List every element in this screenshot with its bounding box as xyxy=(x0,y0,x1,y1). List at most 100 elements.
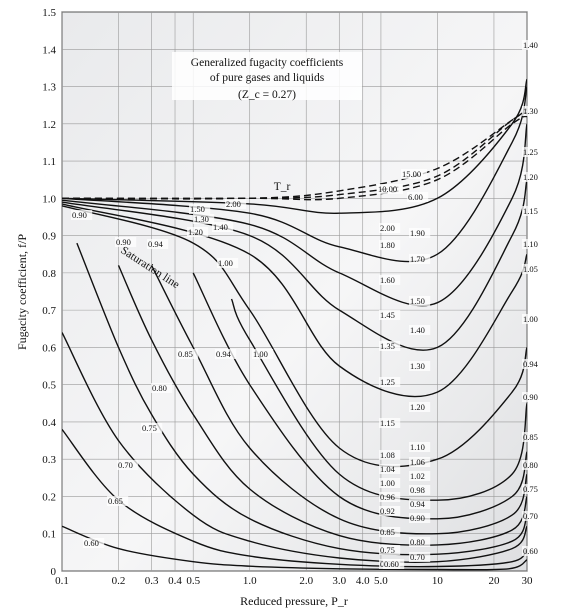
top-curve-label-bg xyxy=(377,184,403,194)
mid-curve-label: 1.90 xyxy=(410,228,425,238)
left-curve-label-bg xyxy=(212,222,234,232)
y-tick-label: 1.4 xyxy=(42,44,56,56)
mid-curve-label: 0.94 xyxy=(410,499,426,509)
right-curve-label: 1.20 xyxy=(523,172,538,182)
right-curve-label: 0.80 xyxy=(523,460,538,470)
right-curve-label-bg xyxy=(522,172,544,182)
left-curve-label-bg xyxy=(383,559,405,569)
x-tick-label: 3.0 xyxy=(332,575,346,587)
mid-curve-label: 0.80 xyxy=(410,537,425,547)
series-line-0-85 xyxy=(150,265,527,535)
left-curve-label: 0.60 xyxy=(84,538,99,548)
right-curve-label: 1.00 xyxy=(523,314,538,324)
right-curve-label: 0.60 xyxy=(523,546,538,556)
mid-curve-label: 1.00 xyxy=(380,478,395,488)
mid-curve-label-bg xyxy=(409,442,431,452)
series-line-1-00 xyxy=(62,205,527,468)
mid-curve-label-bg xyxy=(379,545,401,555)
top-curve-label: 6.00 xyxy=(408,192,423,202)
axis-ticks: 0.1 0.2 0.3 0.4 0.5 1.0 2.0 3.0 4.0 5.0 10 20 3000.1… xyxy=(42,7,533,587)
mid-curve-label-bg xyxy=(409,361,431,371)
mid-curve-label: 0.98 xyxy=(410,485,425,495)
left-curve-label: 0.65 xyxy=(108,496,123,506)
left-curve-label: 1.50 xyxy=(190,204,205,214)
mid-curve-label: 0.70 xyxy=(410,552,425,562)
right-curve-label-bg xyxy=(522,359,544,369)
x-tick-label: 2.0 xyxy=(299,575,313,587)
right-curve-label-bg xyxy=(522,460,544,470)
mid-curve-label-bg xyxy=(409,471,431,481)
left-curve-label: 0.94 xyxy=(216,349,232,359)
left-curve-label-bg xyxy=(215,349,237,359)
mid-curve-label-bg xyxy=(379,450,401,460)
chart-title: Generalized fugacity coefficients xyxy=(191,57,344,69)
mid-curve-label-bg xyxy=(409,537,431,547)
mid-curve-label: 1.04 xyxy=(380,464,396,474)
left-curve-label: 0.85 xyxy=(178,349,193,359)
left-curve-label-bg xyxy=(141,423,163,433)
y-tick-label: 0.4 xyxy=(42,417,56,429)
mid-curve-label: 1.35 xyxy=(380,341,395,351)
x-tick-label: 0.3 xyxy=(145,575,159,587)
top-curve-label: 2.00 xyxy=(226,199,241,209)
right-curve-label-bg xyxy=(522,546,544,556)
right-curve-label-bg xyxy=(522,484,544,494)
right-curve-label: 0.75 xyxy=(523,484,538,494)
mid-curve-label-bg xyxy=(409,499,431,509)
left-curve-label: 0.94 xyxy=(148,239,164,249)
left-curve-label-bg xyxy=(151,383,173,393)
mid-curve-label-bg xyxy=(379,223,401,233)
mid-curve-label: 1.10 xyxy=(410,442,425,452)
right-curve-label-bg xyxy=(522,432,544,442)
left-curve-label-bg xyxy=(147,239,169,249)
x-tick-label: 0.2 xyxy=(112,575,126,587)
x-tick-label: 0.4 xyxy=(168,575,182,587)
right-curve-label-bg xyxy=(522,40,544,50)
y-tick-label: 1.3 xyxy=(42,82,56,94)
right-curve-label-bg xyxy=(522,206,544,216)
x-tick-label: 0.5 xyxy=(186,575,200,587)
tr-label: T_r xyxy=(274,181,291,193)
left-curve-label: 1.20 xyxy=(188,227,203,237)
mid-curve-label-bg xyxy=(379,492,401,502)
mid-curve-label: 2.00 xyxy=(380,223,395,233)
x-tick-label: 4.0 xyxy=(356,575,370,587)
left-curve-label-bg xyxy=(189,204,211,214)
y-tick-label: 0.2 xyxy=(42,491,56,503)
curve-labels: 1.40 1.30 1.25 1.20 1.15 1.10 1.05 1.00 0.94 0.90… xyxy=(71,40,544,569)
grid-lines xyxy=(61,11,528,572)
series-line-0-70 xyxy=(62,332,527,563)
series-line-2-00 xyxy=(62,78,527,214)
right-curve-label-bg xyxy=(522,239,544,249)
mid-curve-label: 1.15 xyxy=(380,418,395,428)
mid-curve-label: 0.96 xyxy=(380,492,395,502)
left-curve-label-bg xyxy=(107,496,129,506)
left-curve-label-bg xyxy=(187,227,209,237)
right-curve-label: 0.94 xyxy=(523,359,539,369)
series-line-0-75 xyxy=(76,242,527,556)
mid-curve-label-bg xyxy=(409,457,431,467)
y-tick-label: 1.5 xyxy=(42,7,56,19)
mid-curve-label-bg xyxy=(409,513,431,523)
top-curve-label: 15.00 xyxy=(402,169,421,179)
top-curve-label-bg xyxy=(407,192,429,202)
x-tick-label: 5.0 xyxy=(374,575,388,587)
top-curve-label: 10.00 xyxy=(378,184,397,194)
left-curve-label: 0.90 xyxy=(72,210,87,220)
mid-curve-label-bg xyxy=(409,325,431,335)
mid-curve-label-bg xyxy=(379,341,401,351)
x-tick-label: 20 xyxy=(488,575,500,587)
right-curve-label-bg xyxy=(522,106,544,116)
left-curve-label: 0.80 xyxy=(152,383,167,393)
left-curve-label-bg xyxy=(83,538,105,548)
x-tick-label: 0.1 xyxy=(55,575,69,587)
left-curve-label-bg xyxy=(217,258,239,268)
mid-curve-label: 0.85 xyxy=(380,527,395,537)
left-curve-label-bg xyxy=(71,210,93,220)
right-curve-label: 0.90 xyxy=(523,392,538,402)
mid-curve-label-bg xyxy=(409,296,431,306)
y-tick-label: 0.5 xyxy=(42,380,56,392)
mid-curve-label-bg xyxy=(409,228,431,238)
y-tick-label: 0.9 xyxy=(42,231,56,243)
